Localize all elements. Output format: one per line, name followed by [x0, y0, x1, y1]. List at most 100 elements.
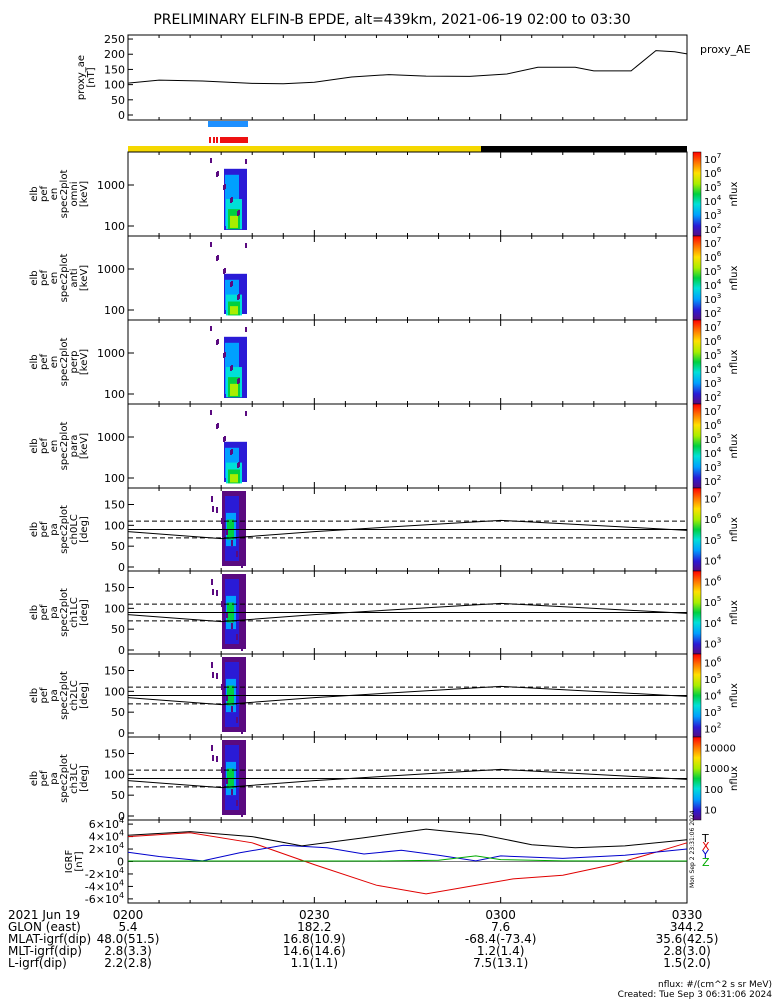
time-tick-label: 0230 — [299, 908, 330, 922]
colorbar-tick-label: 106 — [704, 333, 722, 348]
pa_ch0-colorbar: 104 105 106 107 nflux — [692, 487, 740, 572]
spectrogram-cell — [241, 728, 243, 734]
en_perp-spectrogram — [210, 326, 247, 398]
spectrogram-cell — [216, 756, 218, 762]
y-tick-label: 50 — [111, 789, 125, 802]
colorbar-tick-label: 107 — [704, 319, 721, 334]
y-label-line: [nT] — [74, 851, 85, 871]
colorbar-tick-label: 103 — [704, 375, 721, 390]
colorbar-label: nflux — [729, 265, 740, 290]
spectrogram-cell — [212, 755, 214, 761]
en_para-spectrogram — [210, 410, 247, 484]
colorbar-label: nflux — [729, 766, 740, 791]
y-tick-label: 4×104 — [89, 829, 124, 844]
colorbar-tick-label: 106 — [704, 573, 722, 588]
y-label-line: elb — [29, 186, 40, 201]
spectrogram-cell — [223, 185, 225, 190]
y-label-line: pef — [39, 438, 50, 455]
y-label-line: elb — [29, 522, 40, 537]
spectrogram-cell — [216, 424, 218, 429]
time-axis-row-value: 5.4 — [118, 920, 137, 934]
loss-cone-line — [127, 602, 688, 623]
en_omni-spectrogram — [210, 158, 247, 230]
proxy-ae-panel: 0 50 100 150 200 250 proxy_ae [nT] proxy_AE — [76, 33, 751, 122]
y-label-line: elb — [29, 771, 40, 786]
y-label-line: spec2plot — [59, 422, 70, 471]
y-label-line: en — [49, 356, 60, 369]
colorbar-tick-label: 105 — [704, 594, 721, 609]
colorbar-label: nflux — [729, 349, 740, 374]
y-label-line: elb — [29, 438, 40, 453]
colorbar-tick-label: 102 — [704, 221, 721, 236]
plot-title: PRELIMINARY ELFIN-B EPDE, alt=439km, 202… — [153, 12, 630, 28]
colorbar-tick-label: 10 — [704, 806, 717, 817]
spectrogram-cell — [237, 463, 239, 468]
spectrogram-cell — [221, 518, 223, 524]
spectrogram-cell — [230, 474, 238, 483]
y-label-line: elb — [29, 605, 40, 620]
spectrogram-cell — [230, 450, 232, 455]
colorbar-scale — [692, 570, 702, 655]
colorbar-tick-label: 107 — [704, 403, 721, 418]
spectrogram-cell — [236, 551, 238, 557]
x-minor-ticks — [127, 488, 688, 571]
en_anti-spectrogram — [210, 242, 247, 316]
y-label-line: pef — [39, 604, 50, 621]
spectrogram-cell — [211, 662, 213, 668]
colorbar-scale — [692, 653, 702, 738]
spectrogram-cell — [230, 282, 232, 287]
y-label-line: [keV] — [79, 349, 90, 375]
eclipse-bar — [481, 146, 687, 152]
x-minor-ticks — [127, 404, 688, 488]
y-tick-label: 100 — [104, 388, 125, 401]
colorbar-tick-label: 105 — [704, 263, 721, 278]
spectrogram-cell — [245, 243, 247, 248]
y-label-line: pef — [39, 770, 50, 787]
y-label-line: anti — [69, 268, 80, 287]
spectrogram-cell — [216, 507, 218, 513]
spectrogram-cell — [216, 673, 218, 679]
y-tick-label: 0 — [118, 810, 125, 823]
y-label-line: proxy_ae — [76, 55, 87, 100]
time-tick-label: 0200 — [113, 908, 144, 922]
igrf-legend-y: Y — [701, 848, 709, 861]
y-tick-label: 250 — [104, 33, 125, 46]
colorbar-tick-label: 104 — [704, 688, 722, 703]
colorbar-tick-label: 104 — [704, 615, 722, 630]
en_omni-ylabel: elb pef en spec2plot omni [keV] — [29, 170, 90, 219]
spectrogram-cell — [237, 211, 239, 216]
en_anti-frame — [127, 235, 688, 321]
en_para-ylabel: elb pef en spec2plot para [keV] — [29, 422, 90, 471]
y-label-line: en — [49, 188, 60, 201]
colorbar-tick-label: 102 — [704, 721, 721, 736]
colorbar-label: nflux — [729, 181, 740, 206]
spectrogram-cell — [237, 295, 239, 300]
spectrogram-cell — [226, 612, 228, 618]
spectrogram-cell — [241, 645, 243, 651]
colorbar-scale — [692, 235, 702, 321]
spectrogram-cell — [237, 379, 239, 384]
spectrogram-cell — [212, 672, 214, 678]
y-label-line: pa — [49, 606, 60, 618]
time-axis-row-value: 48.0(51.5) — [97, 932, 160, 946]
y-tick-label: -6×104 — [85, 891, 124, 906]
proxy-ae-frame — [127, 34, 688, 121]
spectrogram-cell — [216, 256, 218, 261]
y-label-line: spec2plot — [59, 671, 70, 720]
spectrogram-cell — [210, 158, 212, 163]
y-tick-label: 6×104 — [89, 816, 124, 831]
x-minor-ticks — [127, 236, 688, 320]
colorbar-tick-label: 1000 — [704, 764, 729, 775]
pa_ch3-colorbar: 10 100 1000 10000 nflux — [692, 736, 740, 821]
y-tick-label: 100 — [104, 472, 125, 485]
y-label-line: [keV] — [79, 433, 90, 459]
y-tick-label: 150 — [104, 665, 125, 678]
en_perp-ylabel: elb pef en spec2plot perp [keV] — [29, 338, 90, 387]
time-axis-row-value: 2.8(3.0) — [663, 944, 711, 958]
y-label-line: spec2plot — [59, 254, 70, 303]
